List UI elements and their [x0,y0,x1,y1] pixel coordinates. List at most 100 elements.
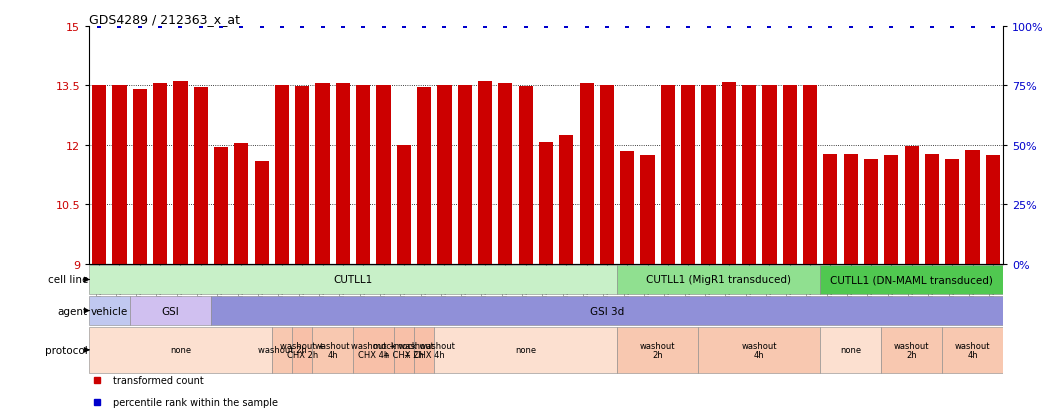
Point [213,24,229,30]
Point [273,24,290,30]
Point [172,24,188,30]
Bar [336,83,350,264]
Bar [458,86,472,264]
Text: washout
2h: washout 2h [894,341,930,359]
Point [720,24,737,30]
Bar [394,327,414,373]
Bar [942,327,1003,373]
Text: washout +
CHX 2h: washout + CHX 2h [280,341,325,359]
Text: CUTLL1 (MigR1 transduced): CUTLL1 (MigR1 transduced) [646,275,792,285]
Point [131,24,149,30]
Bar [254,161,269,264]
Point [558,24,575,30]
Bar [864,159,878,264]
Bar [417,88,431,264]
Text: washout 2h: washout 2h [258,346,307,354]
Bar [235,144,248,264]
Bar [272,327,292,373]
Bar [210,296,1003,325]
Text: washout
4h: washout 4h [955,341,990,359]
Bar [312,327,353,373]
Bar [89,296,130,325]
Text: cell line: cell line [47,275,88,285]
Bar [617,327,698,373]
Bar [194,88,207,264]
Point [923,24,940,30]
Bar [882,327,942,373]
Text: vehicle: vehicle [91,306,128,316]
Point [700,24,717,30]
Point [517,24,534,30]
Point [883,24,899,30]
Bar [620,152,634,264]
Text: GSI: GSI [161,306,179,316]
Text: washout
4h: washout 4h [315,341,351,359]
Point [294,24,311,30]
Bar [130,296,210,325]
Point [91,24,108,30]
Point [314,24,331,30]
Bar [295,87,309,264]
Bar [965,150,980,264]
Point [416,24,432,30]
Bar [92,86,106,264]
Point [334,24,351,30]
Text: protocol: protocol [45,345,88,355]
Point [253,24,270,30]
Bar [397,146,410,264]
Point [538,24,555,30]
Point [863,24,879,30]
Bar [275,86,289,264]
Point [152,24,169,30]
Text: mock washout
+ CHX 2h: mock washout + CHX 2h [374,341,435,359]
Text: none: none [840,346,862,354]
Bar [820,327,882,373]
Point [375,24,392,30]
Bar [682,86,695,264]
Point [904,24,920,30]
Bar [820,265,1003,295]
Bar [762,86,777,264]
Text: none: none [170,346,191,354]
Text: agent: agent [58,306,88,316]
Text: mock washout
+ CHX 4h: mock washout + CHX 4h [394,341,454,359]
Text: CUTLL1: CUTLL1 [333,275,373,285]
Bar [89,265,617,295]
Bar [539,143,553,264]
Text: GDS4289 / 212363_x_at: GDS4289 / 212363_x_at [89,13,240,26]
Point [111,24,128,30]
Point [781,24,798,30]
Bar [945,159,959,264]
Point [802,24,819,30]
Bar [742,86,756,264]
Point [456,24,473,30]
Point [193,24,209,30]
Point [396,24,413,30]
Bar [112,86,127,264]
Point [680,24,696,30]
Bar [600,86,614,264]
Bar [823,154,838,264]
Bar [559,136,574,264]
Bar [89,327,272,373]
Bar [698,327,820,373]
Bar [580,83,594,264]
Bar [174,82,187,264]
Text: washout
2h: washout 2h [640,341,675,359]
Bar [478,82,492,264]
Point [497,24,514,30]
Bar [153,84,168,264]
Bar [885,155,898,264]
Text: transformed count: transformed count [113,375,203,385]
Bar [844,154,857,264]
Point [964,24,981,30]
Text: washout
4h: washout 4h [741,341,777,359]
Bar [315,83,330,264]
Point [355,24,372,30]
Bar [356,86,371,264]
Bar [377,86,391,264]
Point [476,24,493,30]
Point [436,24,452,30]
Bar [721,83,736,264]
Bar [292,327,312,373]
